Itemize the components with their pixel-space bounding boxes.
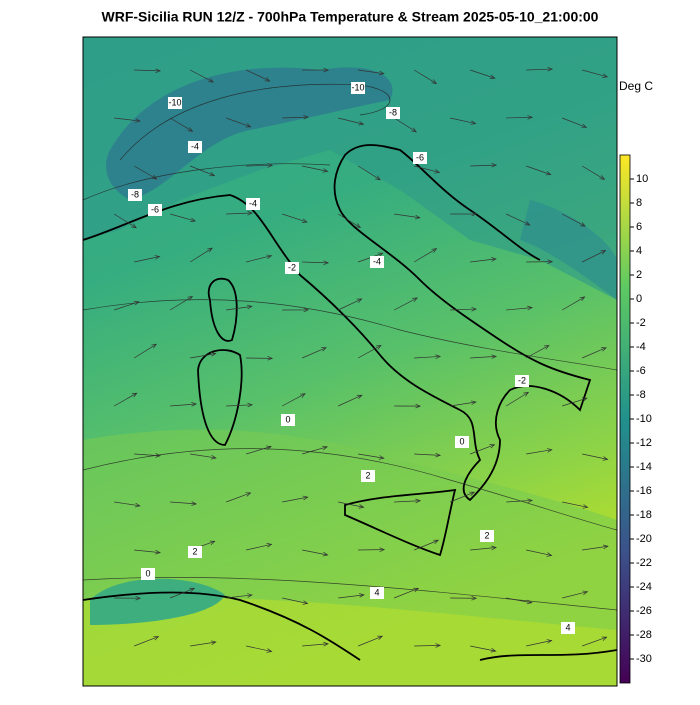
contour-label: -4	[191, 141, 199, 151]
contour-label: 2	[484, 530, 489, 540]
contour-label: -8	[389, 107, 397, 117]
colorbar-ticks: 10 8 6 4 2 0 -2 -4 -6 -8 -10 -12 -14 -16 -18 -20 -22 -24 -…	[630, 173, 652, 665]
contour-label: 0	[459, 436, 464, 446]
colorbar-tick-label: -14	[636, 461, 652, 473]
colorbar-tick-label: 8	[636, 197, 642, 209]
colorbar	[620, 155, 630, 683]
colorbar-tick-label: -30	[636, 653, 652, 665]
contour-label: -4	[249, 198, 257, 208]
contour-label: 0	[285, 414, 290, 424]
colorbar-tick-label: -28	[636, 629, 652, 641]
map-area	[83, 37, 617, 686]
contour-label: 2	[192, 546, 197, 556]
contour-label: 4	[374, 587, 379, 597]
colorbar-tick-label: -12	[636, 437, 652, 449]
contour-label: 2	[365, 470, 370, 480]
colorbar-tick-label: -10	[636, 413, 652, 425]
chart-title: WRF-Sicilia RUN 12/Z - 700hPa Temperatur…	[102, 9, 599, 25]
contour-label: -10	[168, 97, 181, 107]
colorbar-tick-label: -24	[636, 581, 652, 593]
colorbar-tick-label: 2	[636, 269, 642, 281]
contour-label: -2	[288, 262, 296, 272]
colorbar-tick-label: -4	[636, 341, 646, 353]
colorbar-tick-label: 4	[636, 245, 642, 257]
colorbar-tick-label: -18	[636, 509, 652, 521]
colorbar-tick-label: -22	[636, 557, 652, 569]
colorbar-tick-label: -26	[636, 605, 652, 617]
contour-label: 0	[145, 568, 150, 578]
contour-label: 4	[565, 622, 570, 632]
colorbar-tick-label: -16	[636, 485, 652, 497]
colorbar-tick-label: -6	[636, 365, 646, 377]
colorbar-tick-label: 6	[636, 221, 642, 233]
contour-label: -4	[373, 256, 381, 266]
contour-label: -8	[131, 189, 139, 199]
contour-label: -6	[151, 204, 159, 214]
contour-label: -6	[416, 152, 424, 162]
colorbar-tick-label: -8	[636, 389, 646, 401]
colorbar-tick-label: -2	[636, 317, 646, 329]
colorbar-label: Deg C	[619, 79, 653, 93]
colorbar-tick-label: -20	[636, 533, 652, 545]
contour-label: -2	[518, 375, 526, 385]
colorbar-tick-label: 10	[636, 173, 648, 185]
contour-label: -10	[351, 82, 364, 92]
colorbar-tick-label: 0	[636, 293, 642, 305]
